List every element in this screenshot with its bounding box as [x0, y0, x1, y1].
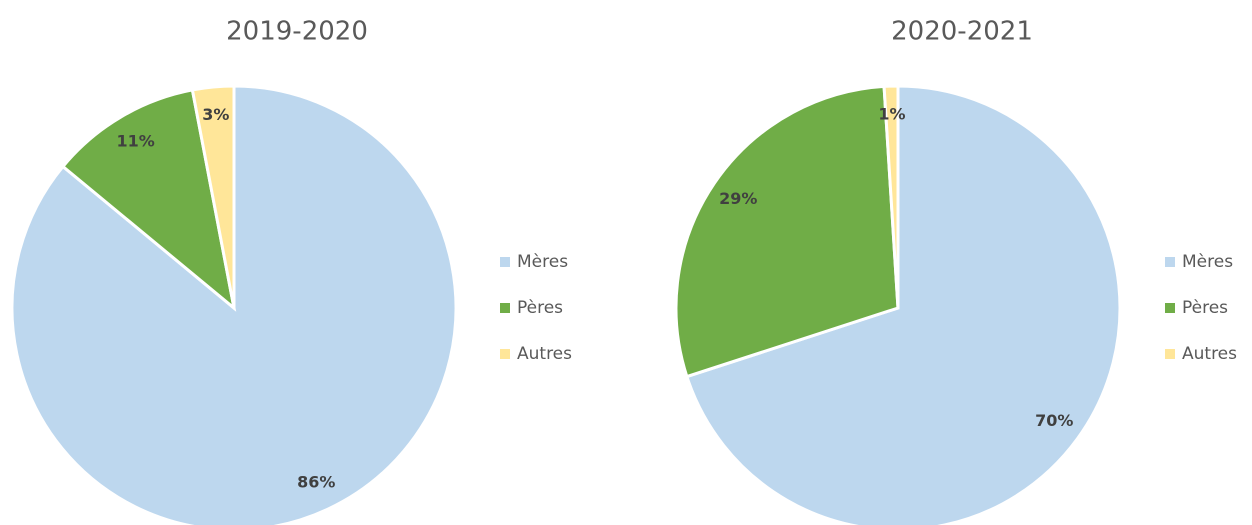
legend-swatch: [1165, 257, 1175, 267]
legend-label: Autres: [1182, 344, 1237, 364]
data-label: 11%: [117, 131, 155, 150]
pie-slice: [882, 84, 900, 309]
data-label: 3%: [202, 105, 229, 124]
legend-label: Pères: [1182, 298, 1228, 318]
pie-slice: [684, 84, 1122, 525]
data-label: 86%: [297, 472, 335, 491]
pie-slice: [190, 84, 236, 309]
chart-title: 2019-2020: [226, 17, 368, 47]
legend-swatch: [1165, 349, 1175, 359]
data-label: 1%: [878, 104, 905, 123]
legend-label: Mères: [517, 252, 568, 272]
data-label: 70%: [1035, 411, 1073, 430]
legend-swatch: [500, 257, 510, 267]
pie-slice: [60, 88, 237, 312]
legend-swatch: [500, 303, 510, 313]
pie-slice: [674, 84, 900, 379]
legend-swatch: [1165, 303, 1175, 313]
legend-swatch: [500, 349, 510, 359]
legend-label: Mères: [1182, 252, 1233, 272]
data-label: 29%: [719, 189, 757, 208]
chart-title: 2020-2021: [891, 17, 1033, 47]
legend-label: Autres: [517, 344, 572, 364]
legend-label: Pères: [517, 298, 563, 318]
